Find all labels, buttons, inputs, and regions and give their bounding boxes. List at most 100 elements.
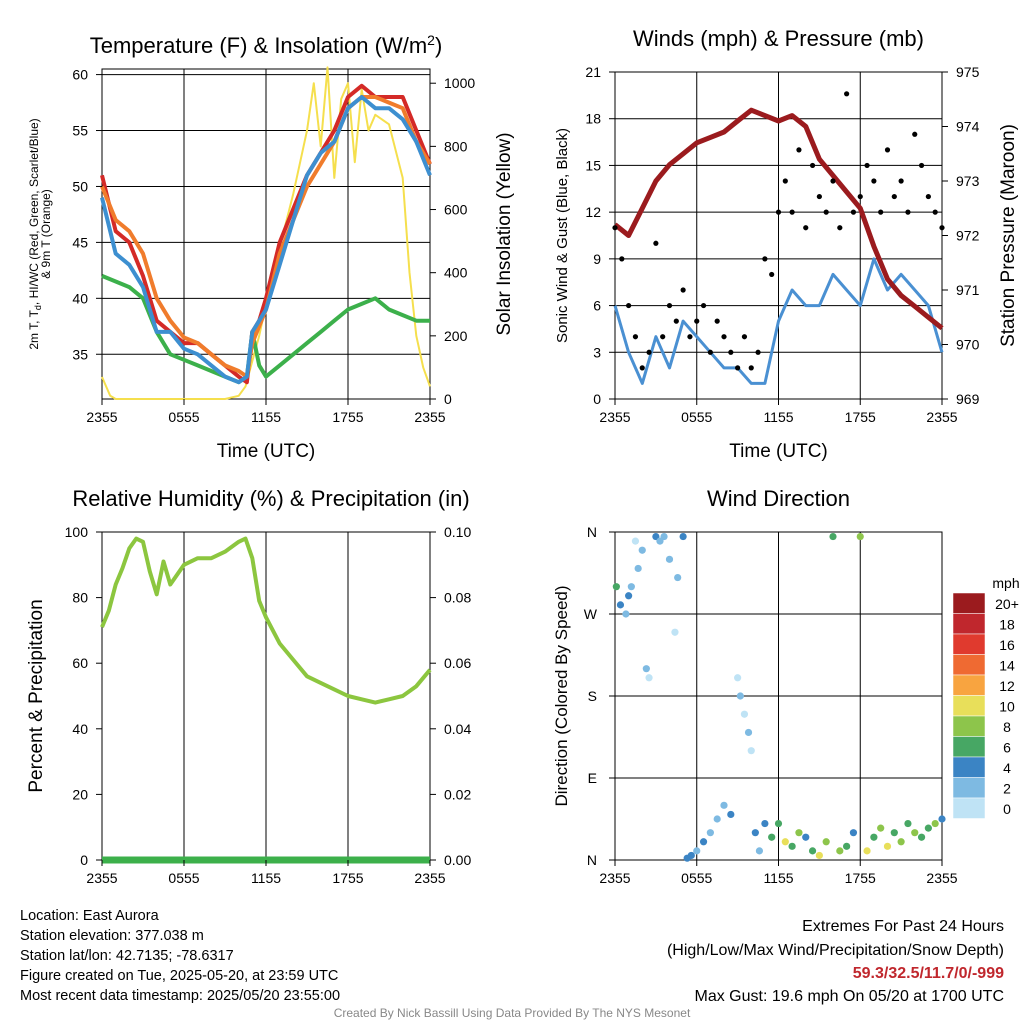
wind-title: Winds (mph) & Pressure (mb) <box>633 26 924 51</box>
temp-ytick-label: 45 <box>72 234 88 250</box>
legend-label: 10 <box>999 699 1015 715</box>
wind-ylabel: Sonic Wind & Gust (Blue, Black) <box>554 128 571 343</box>
direction-point <box>883 842 892 850</box>
gust-point <box>782 178 788 184</box>
gust-point <box>762 256 768 262</box>
gust-point <box>823 209 829 215</box>
direction-point <box>693 847 701 855</box>
gust-point <box>850 209 857 215</box>
gust-point <box>830 178 836 184</box>
direction-point <box>781 838 789 846</box>
temp-ytick-label: 40 <box>72 290 88 306</box>
gust-point <box>884 147 891 153</box>
gust-point <box>694 318 700 324</box>
legend-swatch <box>952 797 986 819</box>
direction-point <box>727 810 735 819</box>
gust-point <box>626 302 632 309</box>
legend-label: 20+ <box>995 596 1019 612</box>
gust-point <box>673 318 679 324</box>
direction-point <box>660 532 668 541</box>
gust-point <box>748 365 754 371</box>
temp-ylabel: 2m T, Td, HI/WC (Red, Green, Scarlet/Blu… <box>27 118 43 349</box>
direction-point <box>788 842 796 850</box>
rh-y2tick-label: 0.00 <box>444 852 471 868</box>
direction-point <box>665 555 674 563</box>
legend-label: 0 <box>1003 801 1011 817</box>
direction-point <box>822 838 830 846</box>
direction-point <box>625 592 633 600</box>
wind-xtick-label: 0555 <box>681 409 712 425</box>
rh-line <box>100 536 432 705</box>
temp-series-line <box>101 274 430 385</box>
legend-swatch <box>952 592 986 614</box>
legend-label: 14 <box>999 658 1015 674</box>
temp-series-line <box>100 95 432 385</box>
temp-xtick-label: 2355 <box>86 409 117 425</box>
direction-point <box>815 851 823 860</box>
direction-point <box>622 610 630 618</box>
wind-y2tick-label: 974 <box>956 119 980 135</box>
rh-y2tick-label: 0.06 <box>444 655 471 671</box>
gust-point <box>878 209 884 215</box>
gust-point <box>769 271 775 278</box>
gust-point <box>619 256 625 262</box>
direction-point <box>699 838 708 846</box>
wind-y2tick-label: 969 <box>956 391 980 407</box>
gust-point <box>912 131 918 137</box>
direction-point <box>642 665 650 673</box>
gust-point <box>653 240 659 246</box>
direction-point <box>856 532 864 541</box>
extremes-subtitle: (High/Low/Max Wind/Precipitation/Snow De… <box>666 942 1004 959</box>
direction-point <box>836 847 844 855</box>
temp-xtick-label: 2355 <box>414 409 445 425</box>
direction-point <box>616 601 625 609</box>
direction-point <box>768 833 776 841</box>
rh-ytick-label: 100 <box>65 524 89 540</box>
dir-ytick-label: E <box>588 770 597 786</box>
direction-point <box>645 674 653 682</box>
wind-y2tick-label: 973 <box>956 173 980 189</box>
wind-ytick-label: 3 <box>593 344 601 360</box>
temp-y2tick-label: 1000 <box>444 75 475 91</box>
gust-point <box>728 349 734 355</box>
gust-point <box>816 193 822 200</box>
temp-xtick-label: 0555 <box>168 409 199 425</box>
gust-point <box>871 178 877 184</box>
wind-y2tick-label: 975 <box>956 64 980 80</box>
direction-point <box>612 583 620 591</box>
rh-xtick-label: 2355 <box>86 870 117 886</box>
wind-ytick-label: 9 <box>593 251 601 267</box>
legend-swatch <box>952 736 986 758</box>
gust-point <box>939 225 945 231</box>
rh-ytick-label: 20 <box>72 786 88 802</box>
temp-xlabel: Time (UTC) <box>217 441 316 462</box>
gust-point <box>755 349 761 355</box>
gust-point <box>612 225 618 231</box>
direction-point <box>931 819 939 828</box>
speed-legend: mph 20+ 18 16 14 12 10 8 6 4 2 0 <box>952 575 1020 819</box>
extremes-values: 59.3/32.5/11.7/0/-999 <box>852 965 1004 982</box>
legend-swatch <box>952 674 986 696</box>
direction-point <box>863 847 871 855</box>
wind-speed-line <box>613 257 944 385</box>
gust-point <box>721 334 727 340</box>
dir-ytick-label: N <box>587 852 597 868</box>
wind-y2tick-label: 972 <box>956 228 980 244</box>
rh-xtick-label: 1755 <box>332 870 363 886</box>
direction-point <box>751 829 759 837</box>
rh-y2tick-label: 0.10 <box>444 524 471 540</box>
direction-point <box>802 833 810 841</box>
temp-xtick-label: 1755 <box>332 409 363 425</box>
wind-ytick-label: 15 <box>585 157 601 173</box>
direction-point <box>671 628 679 636</box>
rh-xtick-label: 2355 <box>414 870 445 886</box>
gust-point <box>932 209 938 215</box>
gust-point <box>803 225 809 231</box>
pressure-line <box>613 107 944 331</box>
gust-point <box>796 147 802 153</box>
direction-point <box>924 824 932 832</box>
temp-series-line <box>100 95 432 379</box>
direction-point <box>734 674 742 682</box>
